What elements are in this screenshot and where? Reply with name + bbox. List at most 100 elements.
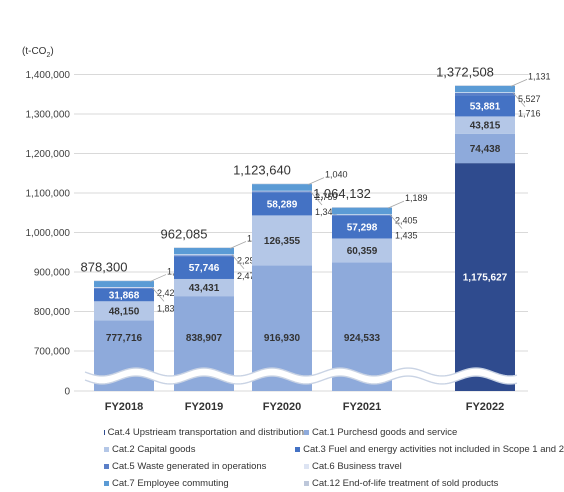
data-label: 1,435 — [395, 231, 418, 241]
data-label: 57,746 — [189, 263, 220, 274]
bar-segment — [332, 207, 392, 215]
data-label: 2,298 — [237, 256, 260, 266]
legend-item: Cat.2 Capital goods — [104, 444, 295, 455]
data-label: 31,868 — [109, 290, 140, 301]
bar-segment — [455, 92, 515, 96]
leader-line — [231, 254, 245, 270]
leader-lines — [149, 78, 528, 302]
data-label: 1,189 — [405, 193, 428, 203]
legend-label: Cat.4 Upstrieam transportation and distr… — [107, 427, 304, 438]
unit-label: (t-CO2) — [22, 46, 54, 59]
bar-segment — [332, 238, 392, 263]
legend-swatch — [304, 430, 309, 435]
bar-segment — [174, 247, 234, 249]
y-axis-tick-labels: 0 700,000 800,000 900,000 1,000,000 1,100,000… — [26, 70, 71, 398]
x-axis-label: FY2021 — [343, 401, 382, 413]
data-label: 1,839 — [157, 303, 180, 313]
axis-break-line — [84, 375, 518, 385]
data-label: 1,131 — [528, 71, 551, 81]
y-tick-label: 0 — [64, 387, 70, 398]
data-label: 48,150 — [109, 306, 140, 317]
legend-item: Cat.6 Business travel — [304, 461, 402, 472]
legend-item: Cat.4 Upstrieam transportation and distr… — [104, 427, 304, 438]
leader-line — [229, 241, 247, 249]
total-label: 1,123,640 — [233, 163, 291, 178]
data-label: 126,355 — [264, 236, 301, 247]
bar-segment — [94, 287, 154, 289]
data-label: 53,881 — [470, 101, 501, 112]
bar-group — [332, 207, 392, 391]
total-label: 962,085 — [161, 226, 208, 241]
bars: 777,71648,15031,8681,2311,8392,429838,90… — [94, 71, 551, 391]
legend-item: Cat.3 Fuel and energy activities not inc… — [295, 444, 564, 455]
bar-group — [252, 183, 312, 391]
data-label: 1,040 — [325, 170, 348, 180]
legend-swatch — [104, 430, 105, 435]
legend-swatch — [104, 464, 109, 469]
legend-label: Cat.6 Business travel — [312, 461, 402, 472]
data-label: 60,359 — [347, 246, 378, 257]
leader-line — [510, 78, 528, 87]
legend-swatch — [304, 464, 309, 469]
legend-row: Cat.4 Upstrieam transportation and distr… — [104, 424, 564, 441]
y-tick-label: 1,400,000 — [26, 70, 71, 81]
data-label: 74,438 — [470, 144, 501, 155]
bar-segment — [94, 287, 154, 288]
y-tick-label: 1,100,000 — [26, 189, 71, 200]
legend: Cat.4 Upstrieam transportation and distr… — [104, 424, 564, 492]
legend-label: Cat.2 Capital goods — [112, 444, 196, 455]
data-label: 838,907 — [186, 333, 223, 344]
legend-swatch — [304, 481, 309, 486]
bar-segment — [174, 254, 234, 256]
data-label: 57,298 — [347, 223, 378, 234]
legend-row: Cat.2 Capital goods Cat.3 Fuel and energy… — [104, 441, 564, 458]
data-label: 1,716 — [518, 109, 541, 119]
data-label: 1,343 — [315, 207, 338, 217]
legend-label: Cat.3 Fuel and energy activities not inc… — [303, 444, 564, 455]
legend-swatch — [104, 481, 109, 486]
data-label: 916,930 — [264, 333, 301, 344]
bar-segment — [252, 191, 312, 193]
y-tick-label: 900,000 — [34, 268, 71, 279]
leader-line — [387, 200, 405, 209]
legend-swatch — [295, 447, 301, 452]
bar-segment — [455, 133, 515, 164]
data-label: 2,759 — [315, 192, 338, 202]
data-label: 2,405 — [395, 215, 418, 225]
data-label: 58,289 — [267, 199, 298, 210]
x-axis-label: FY2019 — [185, 401, 224, 413]
leader-line — [149, 274, 167, 282]
bar-segment — [455, 95, 515, 117]
legend-label: Cat.1 Purchesd goods and service — [312, 427, 458, 438]
bar-segment — [252, 183, 312, 185]
data-label: 43,431 — [189, 283, 220, 294]
bar-segment — [252, 190, 312, 192]
legend-item: Cat.7 Employee commuting — [104, 478, 304, 489]
bar-segment — [332, 214, 392, 216]
legend-item: Cat.1 Purchesd goods and service — [304, 427, 457, 438]
legend-row: Cat.5 Waste generated in operations Cat.6… — [104, 458, 564, 475]
bar-segment — [94, 301, 154, 321]
leader-line — [309, 190, 323, 206]
legend-item: Cat.5 Waste generated in operations — [104, 461, 304, 472]
bar-segment — [455, 163, 515, 391]
legend-label: Cat.7 Employee commuting — [112, 478, 229, 489]
total-label: 1,372,508 — [436, 64, 494, 79]
data-label: 1,175,627 — [463, 273, 508, 284]
bar-segment — [174, 256, 234, 279]
axis-break-line — [84, 367, 518, 377]
bar-segment — [332, 207, 392, 208]
leader-line — [151, 287, 165, 302]
bar-segment — [174, 255, 234, 257]
total-label: 1,064,132 — [313, 186, 371, 201]
bar-segment — [94, 281, 154, 288]
bar-segment — [252, 184, 312, 191]
y-tick-label: 1,300,000 — [26, 110, 71, 121]
legend-row: Cat.7 Employee commuting Cat.12 End-of-li… — [104, 475, 564, 492]
data-label: 5,527 — [518, 94, 541, 104]
legend-swatch — [104, 447, 109, 452]
y-tick-label: 1,000,000 — [26, 228, 71, 239]
y-tick-label: 800,000 — [34, 307, 71, 318]
leader-line — [307, 177, 325, 186]
